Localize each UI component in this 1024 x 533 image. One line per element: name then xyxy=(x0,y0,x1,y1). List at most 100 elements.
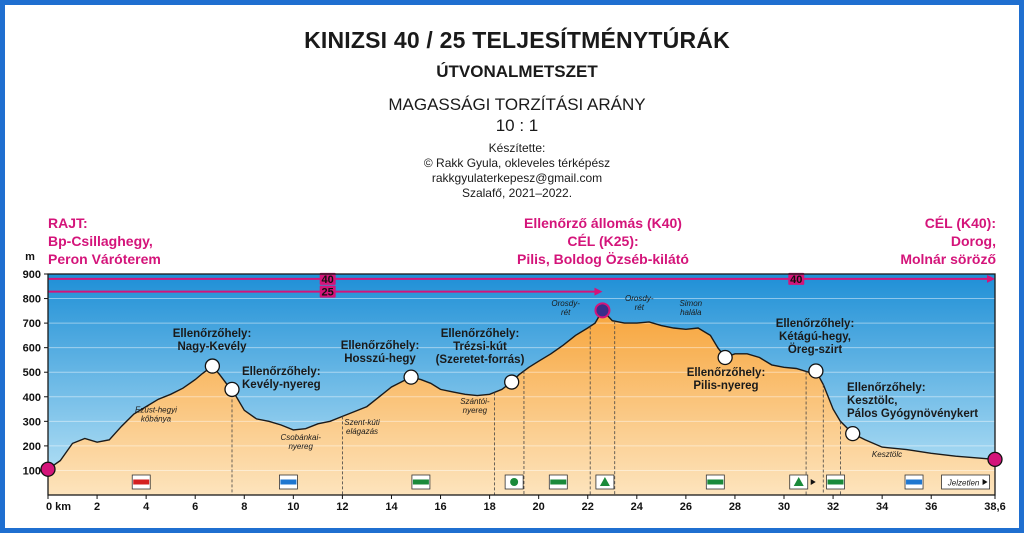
x-tick-label: 26 xyxy=(680,501,692,513)
red-stripe-icon xyxy=(133,479,150,485)
checkpoint-label: Kevély-nyereg xyxy=(242,379,321,391)
y-tick-label: 300 xyxy=(23,416,41,428)
finish-label: CÉL (K40): xyxy=(925,215,996,231)
place-annotation: Simon xyxy=(679,299,702,308)
distance-badge-label-40: 40 xyxy=(790,274,802,286)
green-stripe-icon xyxy=(550,479,567,485)
finish-label: Molnár söröző xyxy=(900,251,996,267)
middle-label: Pilis, Boldog Özséb-kilátó xyxy=(517,251,689,267)
checkpoint-marker xyxy=(403,369,419,385)
place-annotation: elágazás xyxy=(346,427,378,436)
start-label: RAJT: xyxy=(48,215,88,231)
x-tick-label: 18 xyxy=(483,501,495,513)
checkpoint-label: Ellenőrzőhely: xyxy=(242,366,321,378)
x-tick-label: 2 xyxy=(94,501,100,513)
trail-arrow-icon xyxy=(982,479,988,485)
plot-border xyxy=(47,273,996,496)
checkpoint-marker xyxy=(845,425,861,442)
x-tick-label: 20 xyxy=(533,501,545,513)
y-tick-label: 800 xyxy=(23,294,41,306)
checkpoint-marker xyxy=(224,381,240,398)
y-tick-label: 600 xyxy=(23,343,41,355)
y-tick-label: 200 xyxy=(23,441,41,453)
x-tick-label: 12 xyxy=(336,501,348,513)
x-tick-label: 16 xyxy=(434,501,446,513)
x-tick-label: 22 xyxy=(582,501,594,513)
y-tick-label: 100 xyxy=(23,465,41,477)
place-annotation: kőbánya xyxy=(141,415,172,424)
x-tick-label: 28 xyxy=(729,501,741,513)
blue-stripe-icon xyxy=(906,479,923,485)
distance-badge-label-25: 25 xyxy=(322,287,334,299)
endpoint-marker xyxy=(987,451,1003,468)
x-tick-label: 0 km xyxy=(46,501,71,513)
x-tick-label: 36 xyxy=(925,501,937,513)
start-label: Peron Váróterem xyxy=(48,251,161,267)
distance-arrow-40 xyxy=(987,274,995,283)
x-tick-label: 4 xyxy=(143,501,150,513)
x-tick-label: 24 xyxy=(631,501,644,513)
checkpoint-marker xyxy=(717,349,733,366)
x-tick-label: 30 xyxy=(778,501,790,513)
credit-line: Szalafő, 2021–2022. xyxy=(461,186,573,200)
y-tick-label: 900 xyxy=(23,269,41,281)
y-tick-label: 700 xyxy=(23,318,41,330)
checkpoint-label: Ellenőrzőhely: xyxy=(173,328,252,340)
x-tick-label: 32 xyxy=(827,501,839,513)
place-annotation: Szent-kúti xyxy=(344,418,380,427)
distortion-ratio-value: 10 : 1 xyxy=(495,116,539,135)
checkpoint-label: Ellenőrzőhely: xyxy=(341,340,420,352)
checkpoint-label: Ellenőrzőhely: xyxy=(776,318,855,330)
elevation-profile-line xyxy=(47,309,996,470)
distance-badge-40 xyxy=(788,272,805,285)
main-checkpoint-marker xyxy=(594,302,611,319)
place-annotation: Orosdy- xyxy=(625,294,654,303)
checkpoint-marker xyxy=(504,374,520,390)
credit-line: rakkgyulaterkepesz@gmail.com xyxy=(431,171,603,185)
place-annotation: Csobánkai- xyxy=(280,433,321,442)
green-stripe-icon xyxy=(827,479,844,485)
y-tick-label: 400 xyxy=(23,392,41,404)
checkpoint-label: Nagy-Kevély xyxy=(177,341,247,353)
place-annotation: rét xyxy=(561,308,571,317)
checkpoint-marker xyxy=(204,358,221,374)
distance-badge-25 xyxy=(319,285,336,298)
place-annotation: nyereg xyxy=(288,442,313,451)
start-label: Bp-Csillaghegy, xyxy=(48,233,153,249)
place-annotation: halála xyxy=(680,308,702,317)
checkpoint-label: Kétágú-hegy, xyxy=(779,331,851,343)
blue-stripe-icon xyxy=(280,479,297,485)
checkpoint-label: Ellenőrzőhely: xyxy=(441,328,520,340)
checkpoint-label: Pálos Gyógynövénykert xyxy=(847,408,978,420)
x-tick-label: 34 xyxy=(876,501,889,513)
checkpoint-label: Kesztölc, xyxy=(847,395,898,407)
checkpoint-label: Ellenőrzőhely: xyxy=(847,382,926,394)
x-tick-label: 14 xyxy=(385,501,398,513)
place-annotation: Szántói- xyxy=(460,397,490,406)
credit-line: Készítette: xyxy=(488,141,546,155)
checkpoint-label: Hosszú-hegy xyxy=(344,353,416,365)
place-annotation: nyereg xyxy=(463,406,488,415)
green-stripe-icon xyxy=(707,479,724,485)
x-tick-label: 10 xyxy=(287,501,299,513)
checkpoint-label: Pilis-nyereg xyxy=(693,380,758,392)
place-annotation: rét xyxy=(635,303,645,312)
checkpoint-label: Öreg-szirt xyxy=(788,343,842,356)
checkpoint-label: Trézsi-kút xyxy=(453,341,507,353)
checkpoint-marker xyxy=(808,363,824,379)
y-axis-label: m xyxy=(25,251,35,263)
green-triangle-icon xyxy=(793,477,804,486)
unmarked-trail-label: Jelzetlen xyxy=(947,479,980,488)
green-triangle-icon xyxy=(599,477,610,486)
finish-label: Dorog, xyxy=(951,233,996,249)
green-stripe-icon xyxy=(412,479,429,485)
endpoint-marker xyxy=(40,461,56,477)
y-tick-label: 500 xyxy=(23,367,41,379)
distortion-ratio-label: MAGASSÁGI TORZÍTÁSI ARÁNY xyxy=(388,95,646,114)
page-subtitle: ÚTVONALMETSZET xyxy=(436,62,598,81)
middle-label: Ellenőrző állomás (K40) xyxy=(524,215,682,231)
page-title: KINIZSI 40 / 25 TELJESÍTMÉNYTÚRÁK xyxy=(304,27,730,53)
x-tick-label: 38,6 xyxy=(984,501,1005,513)
place-annotation: Orosdy- xyxy=(551,299,580,308)
